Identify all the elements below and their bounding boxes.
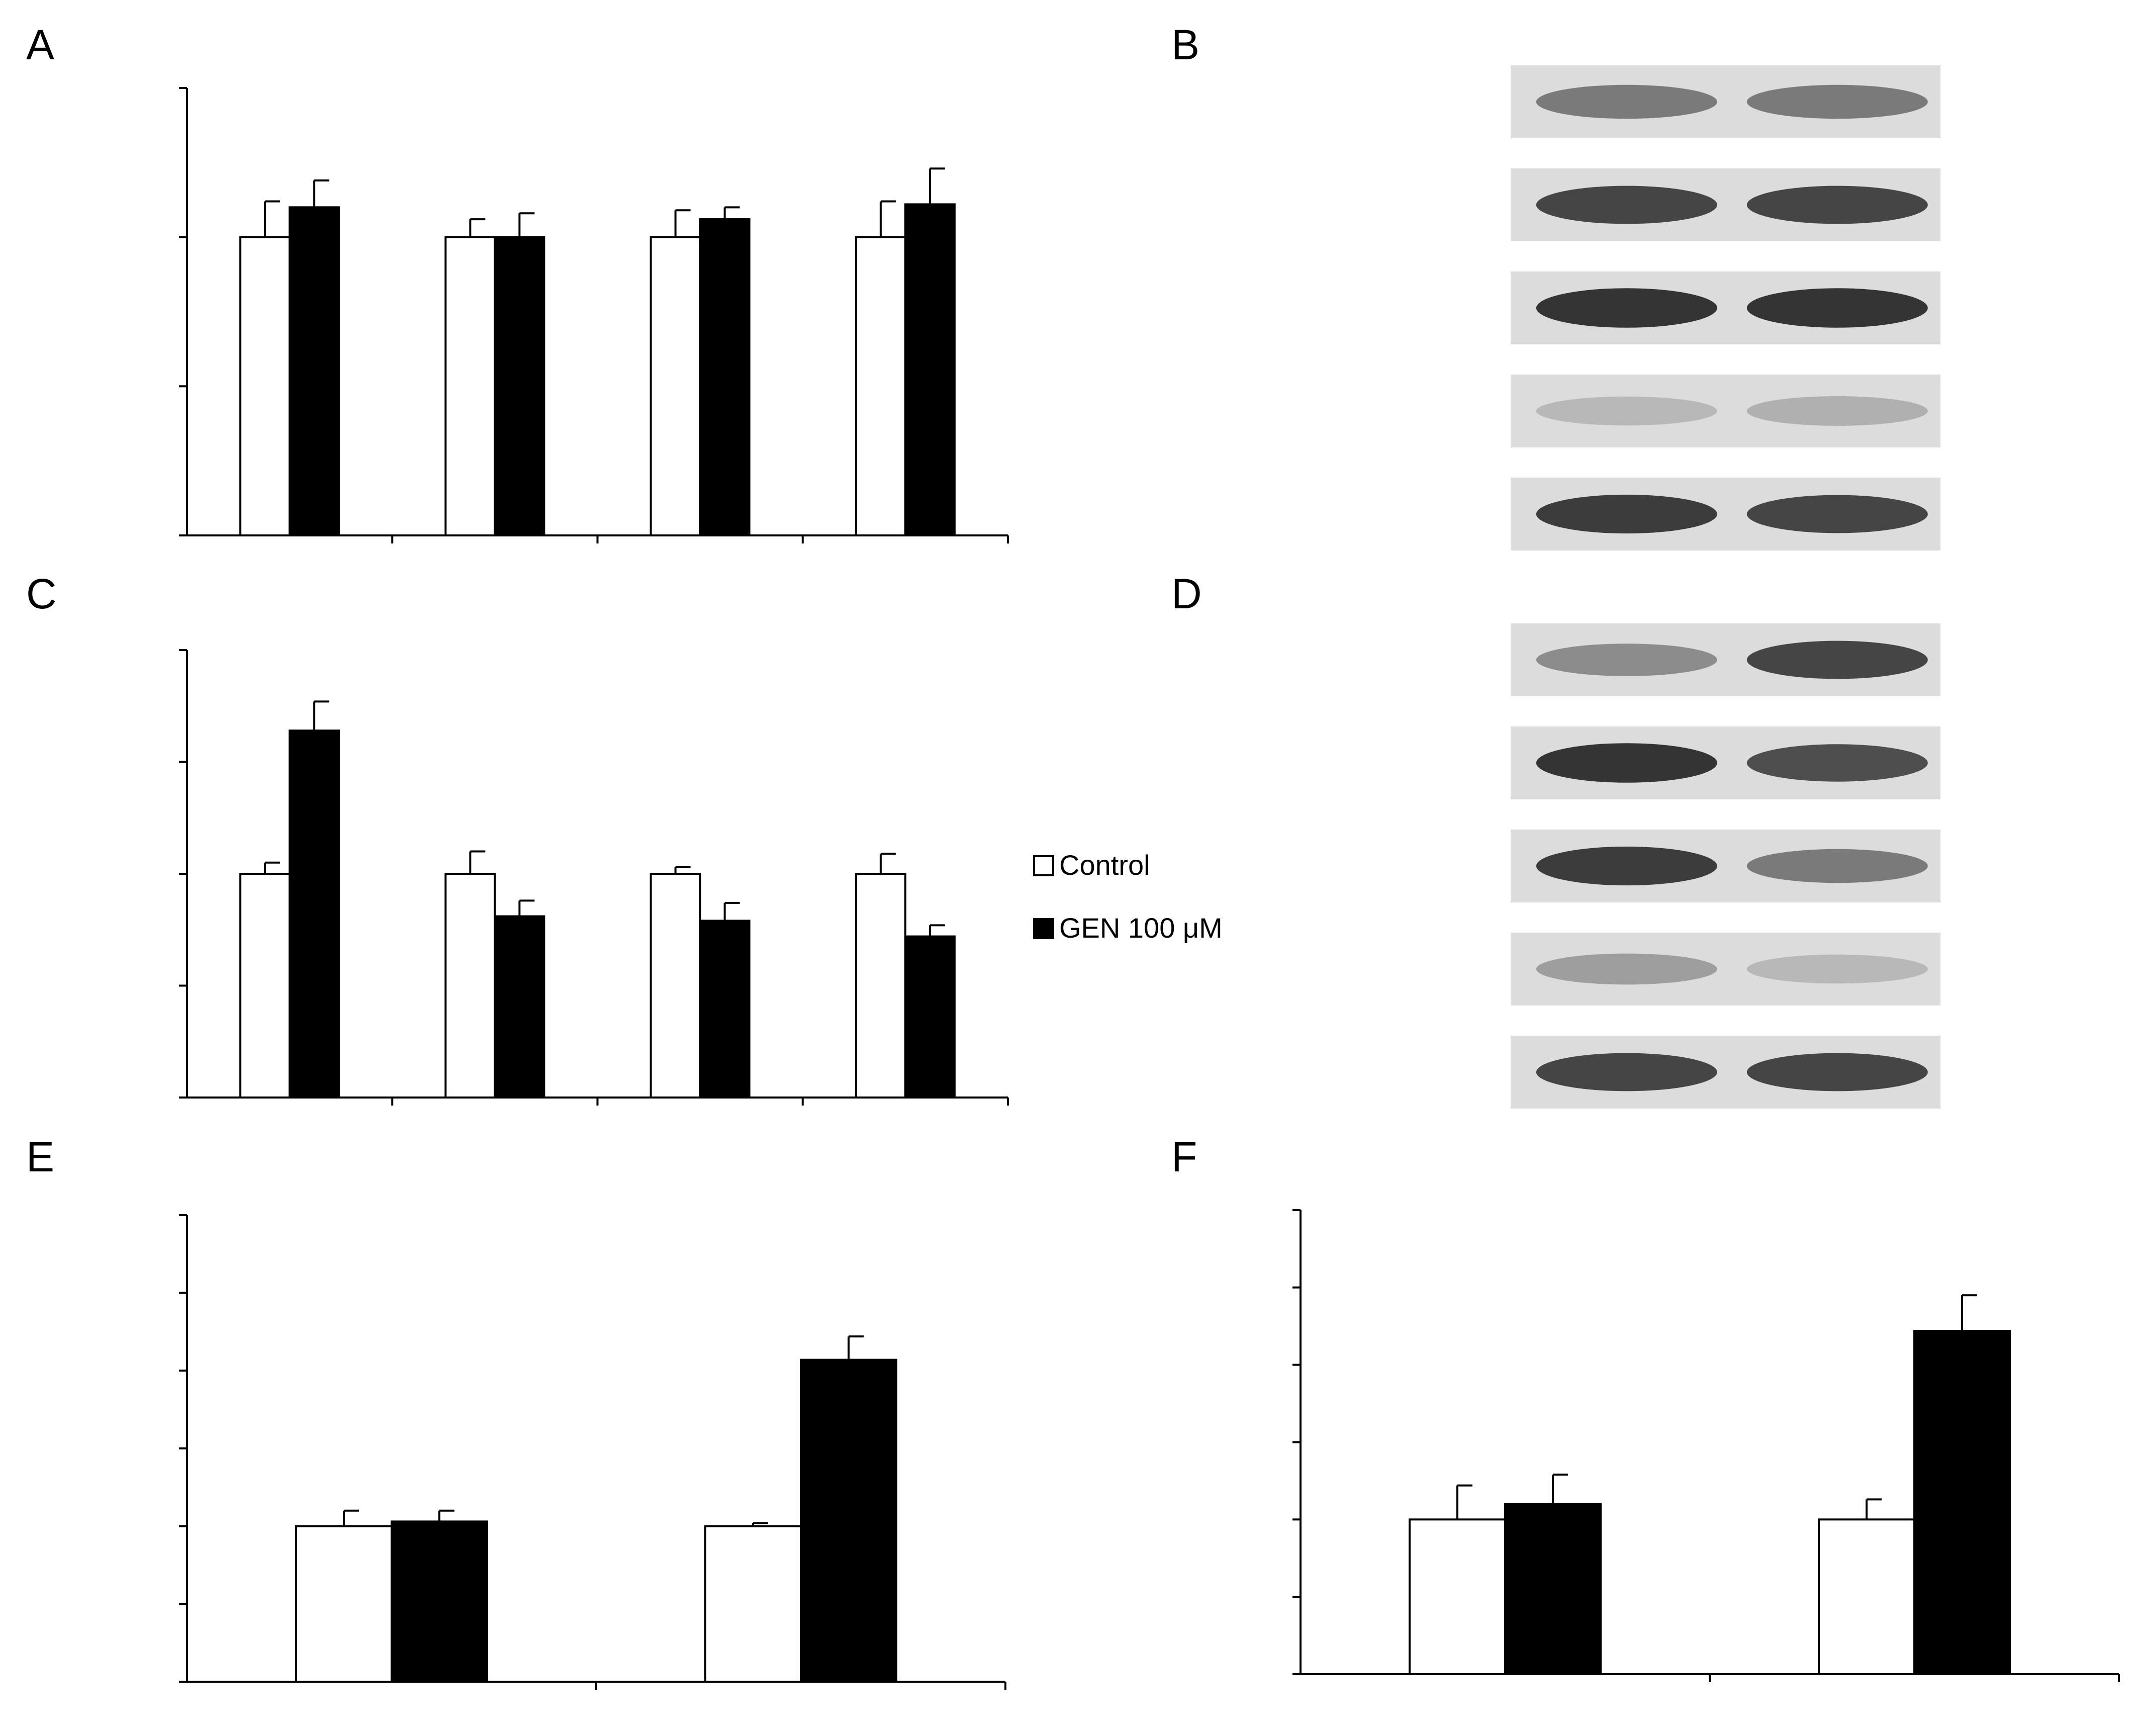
bar-gen-ht29 <box>391 1520 488 1683</box>
chart-ht29-protein-levels <box>179 87 1009 543</box>
legend-label-control: Control <box>1059 849 1150 881</box>
blot-band-catalase-gen <box>1746 849 1928 883</box>
panel-label-f: F <box>1171 1133 1197 1180</box>
bar-control-mnsod <box>239 873 291 1099</box>
legend-label-gen: GEN 100 μM <box>1059 912 1223 944</box>
blot-band-gpx-control <box>1536 953 1717 985</box>
bar-gen-catalase <box>699 218 751 537</box>
bar-gen-catalase <box>699 920 751 1099</box>
chart-sw620-protein-levels <box>179 649 1009 1106</box>
blot-band-gpx-gen <box>1746 396 1928 426</box>
western-blot-sw620 <box>1511 623 1940 1109</box>
bar-gen-cuznsod <box>494 236 545 536</box>
blot-band-gapdh-control <box>1536 1053 1717 1091</box>
blot-band-mnsod-control <box>1536 644 1717 676</box>
legend: Control GEN 100 μM <box>1033 849 1223 944</box>
blot-band-mnsod-gen <box>1746 84 1928 119</box>
blot-band-cuznsod-control <box>1536 743 1717 783</box>
legend-swatch-gen <box>1033 918 1054 939</box>
panel-label-a: A <box>26 21 54 68</box>
blot-band-cuznsod-control <box>1536 186 1717 224</box>
bar-control-ht29 <box>1409 1518 1506 1675</box>
blot-band-mnsod-control <box>1536 84 1717 119</box>
bar-control-cuznsod <box>444 236 496 536</box>
bar-control-catalase <box>650 873 701 1099</box>
legend-swatch-control <box>1033 855 1054 876</box>
panel-label-d: D <box>1171 570 1202 617</box>
bar-control-catalase <box>650 236 701 536</box>
bar-gen-sw620 <box>800 1358 897 1683</box>
bar-gen-gpx <box>904 935 956 1099</box>
panel-label-c: C <box>26 570 57 617</box>
bar-gen-gpx <box>904 203 956 536</box>
blot-band-gpx-gen <box>1746 954 1928 984</box>
bar-control-gpx <box>855 873 906 1099</box>
blot-band-catalase-gen <box>1746 288 1928 328</box>
chart-mnsod-gpx-ratio <box>1292 1209 2120 1682</box>
bar-gen-ht29 <box>1504 1503 1602 1675</box>
bar-control-cuznsod <box>444 873 496 1099</box>
bar-control-sw620 <box>1818 1518 1915 1675</box>
blot-band-mnsod-gen <box>1746 641 1928 679</box>
bar-gen-mnsod <box>289 729 340 1099</box>
bar-control-sw620 <box>704 1525 802 1683</box>
blot-band-gapdh-control <box>1536 494 1717 534</box>
bar-gen-sw620 <box>1913 1329 2011 1675</box>
blot-band-cuznsod-gen <box>1746 744 1928 782</box>
blot-strip-gpx <box>1511 933 1940 1006</box>
blot-band-catalase-control <box>1536 288 1717 328</box>
western-blot-ht29 <box>1511 65 1940 551</box>
bar-control-gpx <box>855 236 906 536</box>
blot-band-catalase-control <box>1536 846 1717 886</box>
bar-gen-cuznsod <box>494 915 545 1099</box>
bar-gen-mnsod <box>289 206 340 537</box>
blot-band-gapdh-gen <box>1746 1053 1928 1091</box>
chart-mnsod-catalase-ratio <box>179 1214 1006 1690</box>
panel-label-e: E <box>26 1133 54 1180</box>
blot-band-gapdh-gen <box>1746 495 1928 533</box>
panel-label-b: B <box>1171 21 1199 68</box>
blot-band-gpx-control <box>1536 396 1717 426</box>
bar-control-mnsod <box>239 236 291 536</box>
blot-band-cuznsod-gen <box>1746 186 1928 224</box>
blot-strip-gpx <box>1511 375 1940 447</box>
bar-control-ht29 <box>295 1525 393 1683</box>
